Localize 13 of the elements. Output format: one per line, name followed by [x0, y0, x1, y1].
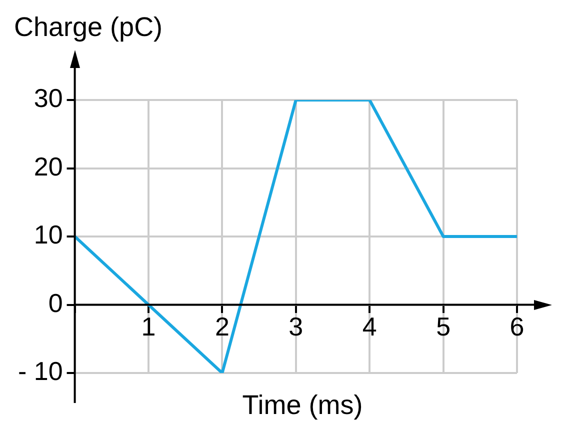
x-tick-label: 2	[214, 312, 230, 342]
y-tick-label: 10	[34, 220, 63, 250]
x-tick-label: 4	[362, 312, 377, 342]
y-axis-title: Charge (pC)	[14, 12, 163, 43]
y-tick-label: 20	[34, 151, 63, 182]
x-tick-label: 1	[141, 312, 156, 342]
y-tick-label: 0	[48, 288, 63, 318]
x-axis-title: Time (ms)	[241, 390, 364, 421]
x-tick-label: 5	[436, 312, 451, 342]
x-tick-label: 3	[288, 312, 304, 342]
y-tick-label: - 10	[18, 356, 63, 386]
x-tick-label: 6	[510, 312, 524, 342]
y-tick-label: 30	[34, 83, 63, 114]
